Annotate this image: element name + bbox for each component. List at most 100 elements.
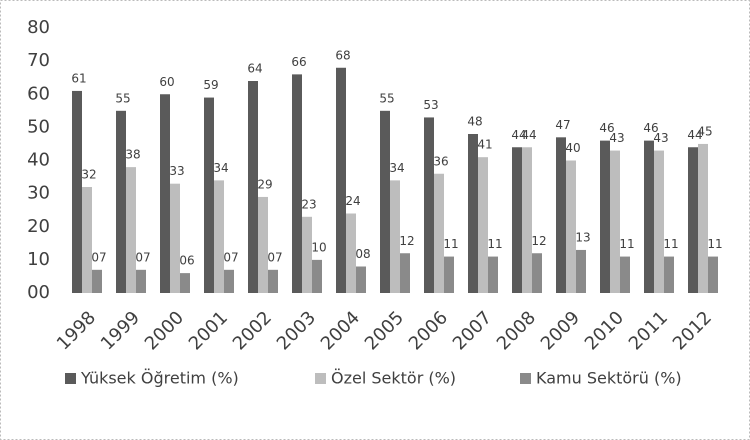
x-tick-label: 2011 [625, 307, 672, 354]
data-label: 59 [203, 78, 218, 92]
data-label: 48 [467, 115, 482, 129]
x-tick-label: 2008 [493, 307, 540, 354]
x-tick-label: 1998 [53, 307, 100, 354]
x-tick-label: 2009 [537, 307, 584, 354]
bar [708, 256, 718, 293]
bar [566, 160, 576, 293]
data-label: 34 [389, 161, 404, 175]
y-tick-label: 00 [27, 282, 50, 303]
data-label: 12 [399, 234, 414, 248]
data-label: 11 [707, 237, 722, 251]
data-label: 07 [135, 250, 150, 264]
x-tick-label: 2004 [317, 307, 364, 354]
y-tick-label: 20 [27, 216, 50, 237]
bar [136, 269, 146, 293]
data-label: 45 [697, 124, 712, 138]
data-label: 47 [555, 118, 570, 132]
data-label: 29 [257, 177, 272, 191]
data-label: 40 [565, 141, 580, 155]
bar [468, 134, 478, 293]
data-label: 08 [355, 247, 370, 261]
data-label: 44 [521, 128, 536, 142]
data-label: 23 [301, 197, 316, 211]
x-tick-label: 1999 [97, 307, 144, 354]
bar [532, 253, 542, 293]
data-label: 11 [487, 237, 502, 251]
bar [258, 196, 268, 293]
bar [92, 269, 102, 293]
bar [380, 110, 390, 293]
data-label: 41 [477, 138, 492, 152]
bar [654, 150, 664, 293]
bar [478, 157, 488, 293]
bar [224, 269, 234, 293]
data-label: 10 [311, 240, 326, 254]
data-label: 38 [125, 148, 140, 162]
data-label: 11 [663, 237, 678, 251]
data-label: 33 [169, 164, 184, 178]
data-label: 43 [653, 131, 668, 145]
bar [248, 81, 258, 293]
y-tick-label: 40 [27, 150, 50, 171]
bar [688, 147, 698, 293]
data-label: 06 [179, 254, 194, 268]
x-tick-label: 2003 [273, 307, 320, 354]
bar [170, 183, 180, 293]
data-label: 34 [213, 161, 228, 175]
bar [444, 256, 454, 293]
data-label: 55 [379, 91, 394, 105]
x-tick-label: 2006 [405, 307, 452, 354]
bar [664, 256, 674, 293]
data-label: 64 [247, 62, 262, 76]
data-label: 13 [575, 230, 590, 244]
bar [576, 249, 586, 293]
bar [434, 173, 444, 293]
bar [214, 180, 224, 293]
data-label: 60 [159, 75, 174, 89]
bar [512, 147, 522, 293]
bar [424, 117, 434, 293]
legend-swatch [65, 373, 76, 384]
y-tick-label: 10 [27, 249, 50, 270]
bar [116, 110, 126, 293]
data-label: 46 [643, 121, 658, 135]
bar [336, 67, 346, 293]
x-tick-label: 2001 [185, 307, 232, 354]
data-label: 12 [531, 234, 546, 248]
data-label: 44 [687, 128, 702, 142]
data-label: 24 [345, 194, 360, 208]
bar [356, 266, 366, 293]
bar [522, 147, 532, 293]
data-label: 55 [115, 91, 130, 105]
bar [610, 150, 620, 293]
legend-label: Kamu Sektörü (%) [536, 369, 682, 388]
data-label: 43 [609, 131, 624, 145]
y-tick-label: 30 [27, 183, 50, 204]
data-label: 66 [291, 55, 306, 69]
bar [312, 259, 322, 293]
bar [72, 90, 82, 293]
data-label: 46 [599, 121, 614, 135]
data-label: 07 [267, 250, 282, 264]
x-tick-label: 2010 [581, 307, 628, 354]
bar [698, 143, 708, 293]
data-label: 36 [433, 154, 448, 168]
legend-label: Yüksek Öğretim (%) [80, 369, 239, 388]
data-label: 07 [223, 250, 238, 264]
y-tick-label: 50 [27, 116, 50, 137]
data-label: 11 [443, 237, 458, 251]
x-tick-label: 2005 [361, 307, 408, 354]
y-tick-label: 70 [27, 50, 50, 71]
data-label: 61 [71, 71, 86, 85]
bar [160, 94, 170, 293]
bar [302, 216, 312, 293]
y-tick-label: 80 [27, 17, 50, 38]
bar [488, 256, 498, 293]
bar [556, 137, 566, 293]
bar [292, 74, 302, 293]
bar [620, 256, 630, 293]
bar [180, 273, 190, 293]
bar [204, 97, 214, 293]
bar [126, 167, 136, 293]
